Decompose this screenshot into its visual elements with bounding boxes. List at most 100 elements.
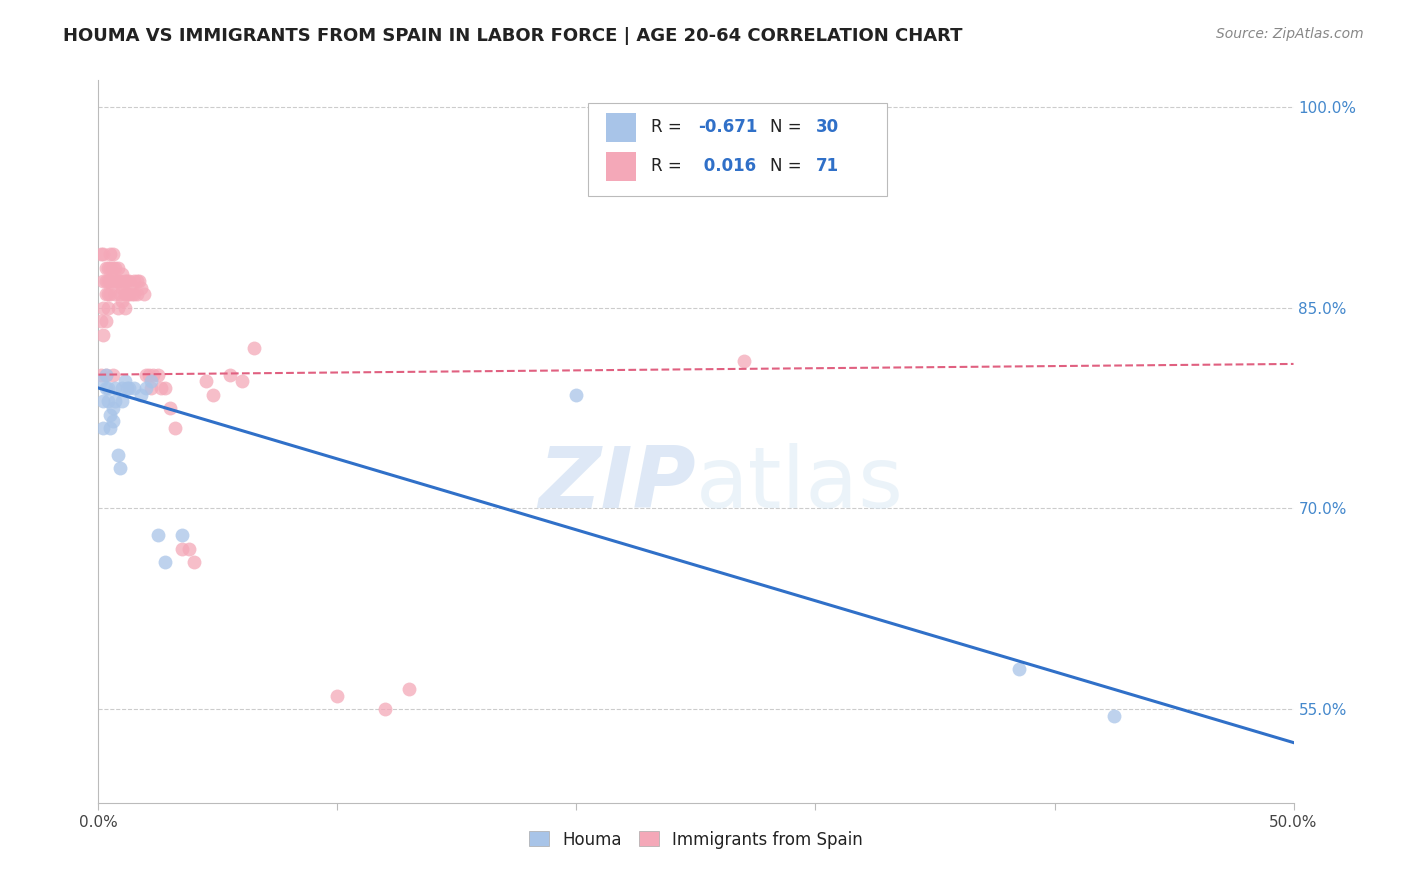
Point xyxy=(149,381,172,395)
Point xyxy=(107,274,129,288)
Point xyxy=(101,260,124,275)
Point xyxy=(326,689,349,703)
Legend: Houma, Immigrants from Spain: Houma, Immigrants from Spain xyxy=(529,830,863,848)
Text: HOUMA VS IMMIGRANTS FROM SPAIN IN LABOR FORCE | AGE 20-64 CORRELATION CHART: HOUMA VS IMMIGRANTS FROM SPAIN IN LABOR … xyxy=(63,27,963,45)
Point xyxy=(101,368,124,382)
Point xyxy=(94,260,117,275)
Point xyxy=(108,461,131,475)
Point xyxy=(139,381,162,395)
Point xyxy=(98,260,122,275)
Text: ZIP: ZIP xyxy=(538,443,696,526)
Point xyxy=(98,421,122,435)
Point xyxy=(98,408,122,422)
Point xyxy=(374,702,396,716)
Point xyxy=(219,368,242,382)
Text: atlas: atlas xyxy=(696,443,904,526)
Point xyxy=(111,381,134,395)
Point xyxy=(135,368,157,382)
Point xyxy=(148,528,170,542)
Point xyxy=(135,381,157,395)
Point xyxy=(94,368,117,382)
Point xyxy=(94,368,117,382)
Point xyxy=(114,287,136,301)
Point xyxy=(139,375,162,389)
Point xyxy=(91,327,114,342)
Point xyxy=(97,301,120,315)
Point xyxy=(108,274,131,288)
Point xyxy=(90,247,112,261)
Text: R =: R = xyxy=(651,118,686,136)
FancyBboxPatch shape xyxy=(589,103,887,196)
Point xyxy=(118,381,141,395)
Point xyxy=(131,387,153,401)
Point xyxy=(91,421,114,435)
Text: 0.016: 0.016 xyxy=(699,157,756,176)
Point xyxy=(104,274,127,288)
Point xyxy=(118,287,141,301)
Point xyxy=(98,247,122,261)
Point xyxy=(733,354,755,368)
Point xyxy=(101,401,124,416)
Point xyxy=(111,294,134,309)
Text: -0.671: -0.671 xyxy=(699,118,758,136)
Point xyxy=(94,381,117,395)
Point xyxy=(172,528,194,542)
Point xyxy=(114,274,136,288)
Point xyxy=(138,368,160,382)
Point xyxy=(131,281,153,295)
Point xyxy=(90,368,112,382)
Point xyxy=(231,375,253,389)
Point xyxy=(115,274,138,288)
Point xyxy=(91,247,114,261)
Point xyxy=(94,274,117,288)
Point xyxy=(104,394,127,409)
Point xyxy=(97,381,120,395)
Point xyxy=(97,260,120,275)
Point xyxy=(104,381,127,395)
Point xyxy=(125,274,148,288)
Text: Source: ZipAtlas.com: Source: ZipAtlas.com xyxy=(1216,27,1364,41)
Point xyxy=(94,287,117,301)
Bar xyxy=(606,152,637,181)
Point xyxy=(243,341,266,355)
Point xyxy=(111,268,134,282)
Point xyxy=(104,260,127,275)
Text: N =: N = xyxy=(770,157,807,176)
Point xyxy=(101,414,124,429)
Point xyxy=(115,381,138,395)
Point xyxy=(108,287,131,301)
Point xyxy=(195,375,218,389)
Text: R =: R = xyxy=(651,157,686,176)
Point xyxy=(1104,708,1126,723)
Point xyxy=(98,274,122,288)
Point xyxy=(155,555,177,569)
Point xyxy=(97,394,120,409)
Point xyxy=(125,287,148,301)
Point xyxy=(107,448,129,462)
Point xyxy=(128,274,150,288)
Point xyxy=(98,287,122,301)
Point xyxy=(101,274,124,288)
Point xyxy=(155,381,177,395)
Point xyxy=(90,375,112,389)
Point xyxy=(179,541,201,556)
Point xyxy=(111,281,134,295)
Point xyxy=(118,274,141,288)
Bar xyxy=(606,112,637,142)
Point xyxy=(183,555,205,569)
Text: 71: 71 xyxy=(815,157,838,176)
Point xyxy=(159,401,181,416)
Point xyxy=(148,368,170,382)
Text: 30: 30 xyxy=(815,118,838,136)
Point xyxy=(115,287,138,301)
Point xyxy=(107,260,129,275)
Point xyxy=(124,287,146,301)
Point xyxy=(104,287,127,301)
Point xyxy=(107,301,129,315)
Point xyxy=(124,381,146,395)
Point xyxy=(202,387,225,401)
Point xyxy=(94,314,117,328)
Point xyxy=(398,682,420,697)
Point xyxy=(121,287,143,301)
Point xyxy=(97,287,120,301)
